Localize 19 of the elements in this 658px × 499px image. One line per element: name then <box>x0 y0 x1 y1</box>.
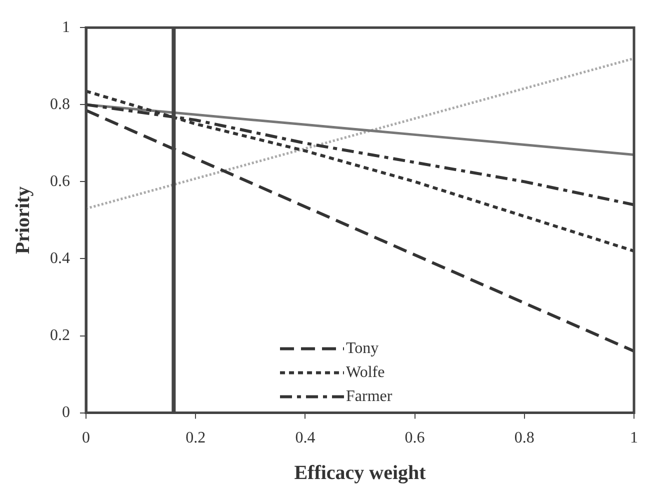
y-tick-label: 0.4 <box>50 250 70 267</box>
x-tick-label: 0.8 <box>514 430 534 447</box>
y-tick-label: 0 <box>62 404 70 422</box>
x-axis-title: Efficacy weight <box>294 462 426 484</box>
line-series <box>86 90 634 253</box>
x-tick-label: 0.6 <box>404 430 425 447</box>
x-tick-label: 1 <box>630 430 638 447</box>
x-tick-label: 0.2 <box>186 430 206 447</box>
line-series <box>86 57 634 210</box>
x-tick-label: 0 <box>82 430 90 447</box>
y-tick-label: 0.2 <box>50 326 70 344</box>
y-tick-label: 1 <box>62 18 70 36</box>
legend-label: Farmer <box>346 388 393 406</box>
y-tick-label: 0.6 <box>50 172 70 190</box>
y-axis-title: Priority <box>12 186 34 254</box>
legend-label: Wolfe <box>346 364 385 382</box>
y-tick-label: 0.8 <box>50 96 70 113</box>
legend-label: Tony <box>346 340 379 358</box>
x-tick-label: 0.4 <box>295 430 316 447</box>
